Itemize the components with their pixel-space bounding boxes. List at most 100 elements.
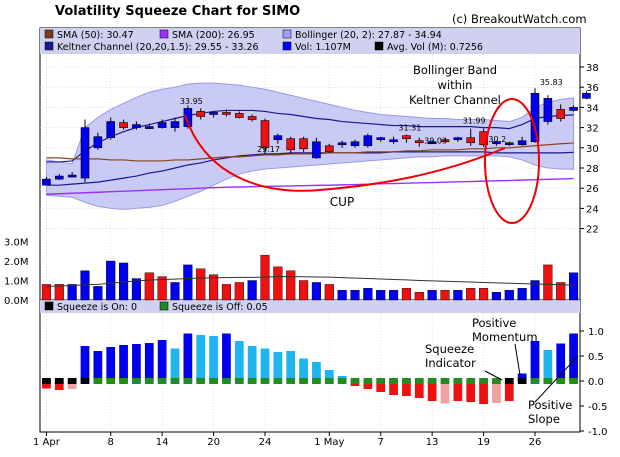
candles-layer [42,88,591,186]
bollinger-note-line: Keltner Channel [409,93,501,107]
momentum-bar [80,346,90,381]
price-tick-label: 24 [586,204,599,215]
squeeze-dot [427,378,437,384]
candle-body [582,92,591,99]
volume-bar [427,290,437,301]
price-label: 30.03 [424,136,447,145]
squeeze-dot [376,378,386,384]
squeeze-dot [363,378,373,384]
candle-body [543,98,553,122]
squeeze-dot [324,378,334,384]
volume-tick-label: 1.0M [4,277,29,288]
squeeze-legend-label: Squeeze is Off: 0.05 [172,302,268,313]
price-tick-label: 28 [586,164,599,175]
squeeze-dot [234,378,244,384]
volume-bar [157,276,167,301]
squeeze-dot [286,378,296,384]
legend-swatch [44,29,54,39]
volume-layer [41,254,579,301]
price-tick-label: 36 [586,83,599,94]
volume-bar [337,290,347,301]
volume-bar [208,274,219,301]
volume-bar [530,280,540,301]
volume-bar [363,288,373,301]
candle-body [440,139,450,143]
squeeze-dot [504,378,514,384]
x-tick-label: 14 [156,437,169,448]
squeeze-dot [170,378,180,384]
price-label: 33.95 [180,97,203,106]
squeeze-dot [80,378,90,384]
momentum-bar [222,333,231,381]
momentum-bar [479,381,488,404]
momentum-tick-label: 1.0 [588,327,604,338]
squeeze-dot [312,378,321,384]
candle-body [260,120,270,149]
keltner-upper-line [46,109,574,163]
momentum-layer [42,333,578,404]
momentum-bar [530,341,540,381]
volume-bar [221,284,232,301]
candle-body [157,122,167,128]
bollinger-band-layer [45,82,575,210]
squeeze-pointer [484,370,503,381]
x-tick-label: 26 [529,437,542,448]
momentum-bar [132,344,141,381]
squeeze-dot [222,378,231,384]
volume-bar [234,282,244,301]
price-label: 30.2 [488,135,506,144]
momentum-bar [312,362,321,381]
volume-bar [466,288,476,301]
candle-body [337,142,347,146]
candle-body [453,137,463,141]
momentum-bar [414,381,424,398]
volume-bar [299,280,309,301]
volume-bar [389,290,399,301]
squeeze-dot [479,378,488,384]
candle-body [414,140,424,144]
volume-bar [324,284,334,301]
volume-bar [247,280,257,301]
volume-bar [93,286,103,301]
momentum-bar [376,381,386,392]
volume-bar [453,290,463,301]
candle-body [235,113,244,118]
momentum-bar [247,346,257,381]
momentum-tick-label: -1.0 [588,427,608,438]
volume-bar [311,282,321,301]
squeeze-dot [556,378,566,384]
price-tick-label: 22 [586,225,599,236]
candle-body [427,141,437,145]
candle-body [286,138,296,151]
candle-body [222,112,231,115]
squeeze-dot [144,378,154,384]
momentum-bar [234,341,244,381]
volume-tick-label: 0.0M [4,296,29,307]
momentum-bar [389,381,398,395]
candle-body [376,137,386,140]
x-tick-label: 8 [108,437,114,448]
momentum-bar [324,370,334,381]
volume-bar [350,290,360,301]
momentum-bar [504,381,514,401]
squeeze-dot [492,378,501,384]
candle-body [517,140,527,146]
volume-bar [67,284,77,301]
candle-body [273,135,283,141]
price-tick-label: 34 [586,103,599,114]
squeeze-legend-box [40,300,580,313]
momentum-tick-label: -0.5 [588,402,608,413]
price-tick-label: 32 [586,124,599,135]
price-label: 31.31 [398,124,421,133]
chart-title: Volatility Squeeze Chart for SIMO [55,4,301,19]
volume-bar [106,260,116,301]
x-tick-label: 7 [378,437,384,448]
candle-body [67,174,77,178]
squeeze-dot [106,378,116,384]
momentum-bar [183,333,193,381]
legend-label: Bollinger (20, 2): 27.87 - 34.94 [295,30,442,41]
squeeze-dot [132,378,141,384]
momentum-bar [119,345,128,381]
